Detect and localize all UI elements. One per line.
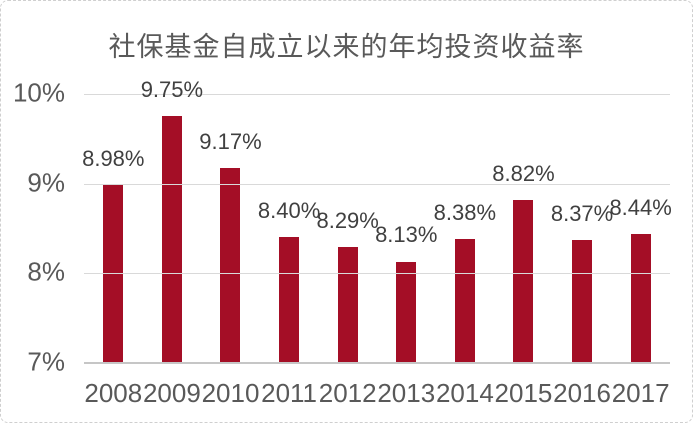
x-tick-label: 2012 — [318, 378, 377, 408]
x-tick-label: 2013 — [377, 378, 436, 408]
bar — [572, 240, 593, 363]
bar — [220, 168, 241, 363]
y-tick-label: 8% — [27, 256, 65, 287]
bar-value-label: 8.82% — [492, 160, 555, 186]
bar-value-label: 9.75% — [140, 77, 204, 103]
bar-column: 8.40% — [257, 94, 321, 363]
y-tick-label: 10% — [12, 77, 65, 108]
bar — [279, 237, 300, 363]
bar-value-label: 8.29% — [316, 208, 379, 234]
bar-column: 8.13% — [375, 94, 438, 363]
y-tick-label: 7% — [27, 346, 65, 377]
bar-column: 8.37% — [550, 94, 614, 363]
x-tick-label: 2008 — [84, 378, 143, 408]
bar — [161, 116, 182, 363]
bar-column: 9.17% — [199, 94, 262, 363]
x-tick-label: 2017 — [611, 378, 670, 408]
bar-column: 8.82% — [492, 94, 555, 363]
y-axis: 10% 9% 8% 7% — [1, 1, 65, 422]
bar-value-label: 8.13% — [375, 222, 438, 248]
plot-area: 8.98% 9.75% 9.17% 8.40% 8.29% 8.13% 8.38% 8.82%… — [82, 77, 672, 364]
x-tick-label: 2011 — [261, 378, 318, 408]
bar — [630, 233, 651, 363]
bar-column: 8.29% — [316, 94, 379, 363]
y-tick-label: 9% — [27, 166, 65, 197]
bar-value-label: 8.40% — [257, 198, 321, 224]
x-axis: 2008 2009 2010 2011 2012 2013 2014 2015 2016 2017 — [84, 378, 670, 408]
bar-value-label: 8.37% — [550, 200, 614, 226]
x-tick-label: 2014 — [435, 378, 494, 408]
bar-column: 8.98% — [82, 94, 145, 363]
x-axis-line — [84, 362, 670, 364]
bar-value-label: 8.98% — [82, 146, 145, 172]
gridline — [84, 183, 670, 185]
bar-column: 9.75% — [141, 77, 203, 363]
bar — [454, 239, 475, 363]
gridline — [84, 94, 670, 95]
bar — [396, 261, 417, 363]
bar-value-label: 8.38% — [433, 199, 497, 225]
x-tick-label: 2010 — [201, 378, 260, 408]
bar-value-label: 8.44% — [609, 194, 672, 220]
bar-series: 8.98% 9.75% 9.17% 8.40% 8.29% 8.13% 8.38% 8.82%… — [82, 77, 672, 363]
bar-column: 8.44% — [609, 94, 672, 363]
chart-title: 社保基金自成立以来的年均投资收益率 — [108, 32, 585, 62]
bar-column: 8.38% — [433, 94, 497, 363]
x-tick-label: 2009 — [142, 378, 201, 408]
bar — [513, 199, 534, 363]
x-tick-label: 2015 — [494, 378, 553, 408]
bar-value-label: 9.17% — [199, 129, 262, 155]
gridline — [84, 273, 670, 275]
x-tick-label: 2016 — [553, 378, 611, 408]
bar — [337, 247, 358, 363]
